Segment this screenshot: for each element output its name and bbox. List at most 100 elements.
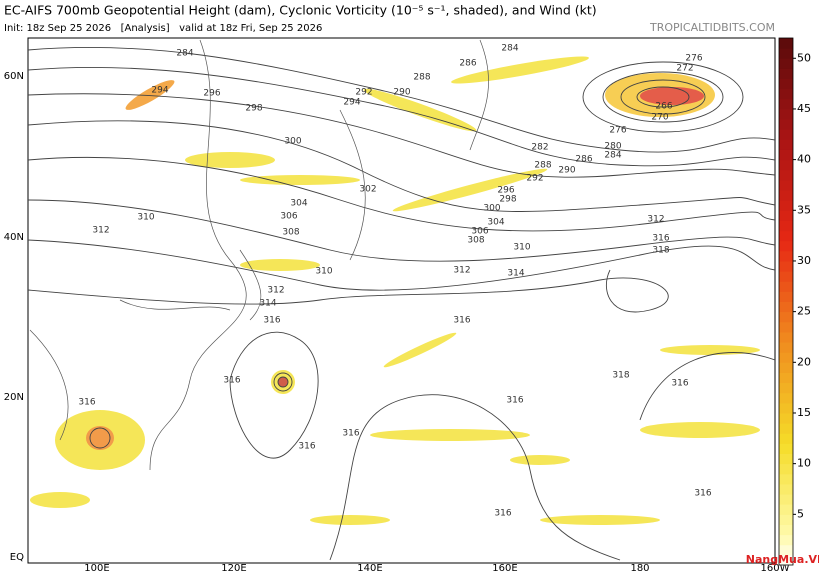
colorbar-step: [779, 392, 793, 404]
colorbar-step: [779, 524, 793, 536]
colorbar-step: [779, 534, 793, 546]
lat-label: 40N: [4, 232, 24, 243]
lon-label: 100E: [84, 563, 109, 573]
contour-label: 310: [513, 243, 530, 253]
colorbar-step: [779, 352, 793, 363]
lon-label: 180: [630, 563, 649, 573]
contour-label: 316: [298, 442, 315, 452]
contour-label: 306: [471, 227, 488, 237]
colorbar-step: [779, 281, 793, 292]
contour-label: 294: [151, 86, 168, 96]
colorbar-step: [779, 311, 793, 323]
lon-label: 160W: [761, 563, 790, 573]
contour-label: 308: [467, 236, 484, 246]
contour-label: 286: [575, 155, 592, 165]
contour-label: 302: [359, 185, 376, 195]
colorbar-step: [779, 423, 793, 434]
colorbar-step: [779, 382, 793, 394]
contour-label: 310: [315, 267, 332, 277]
colorbar-tick-label: 5: [797, 507, 804, 520]
contour-label: 316: [342, 429, 359, 439]
contour-label: 316: [494, 509, 511, 519]
colorbar-step: [779, 240, 793, 252]
contour-label: 290: [393, 88, 410, 98]
colorbar-step: [779, 412, 793, 424]
contour-label: 284: [501, 44, 518, 54]
colorbar-step: [779, 260, 793, 272]
contour-label: 298: [499, 195, 516, 205]
colorbar-step: [779, 504, 793, 515]
colorbar-tick-label: 35: [797, 203, 811, 216]
colorbar-step: [779, 443, 793, 455]
colorbar-step: [779, 78, 793, 90]
map: [27, 37, 776, 564]
colorbar-tick-label: 45: [797, 102, 811, 115]
colorbar-step: [779, 220, 793, 232]
contour-label: 304: [487, 218, 504, 228]
colorbar-tick-label: 50: [797, 51, 811, 64]
colorbar-step: [779, 48, 793, 59]
colorbar-step: [779, 362, 793, 373]
colorbar-frame: [778, 37, 794, 566]
colorbar-step: [779, 321, 793, 333]
colorbar-step: [779, 119, 793, 130]
contour-label: 314: [259, 299, 276, 309]
colorbar-step: [779, 544, 793, 556]
colorbar-step: [779, 139, 793, 150]
colorbar-step: [779, 230, 793, 242]
contour-label: 266: [655, 102, 672, 112]
contour-label: 292: [355, 88, 372, 98]
contour-label: 312: [647, 215, 664, 225]
contour-label: 312: [453, 266, 470, 276]
colorbar-step: [779, 68, 793, 80]
colorbar-step: [779, 372, 793, 384]
colorbar-step: [779, 129, 793, 140]
colorbar-step: [779, 453, 793, 465]
colorbar-step: [779, 38, 793, 49]
watermark: NangMua.VN: [746, 553, 819, 566]
colorbar-step: [779, 190, 793, 201]
contour-label: 316: [78, 398, 95, 408]
colorbar-tick-label: 40: [797, 153, 811, 166]
colorbar-step: [779, 58, 793, 69]
contour-label: 294: [343, 98, 360, 108]
contour-label: 316: [506, 396, 523, 406]
contour-label: 312: [92, 226, 109, 236]
contour-label: 284: [176, 49, 193, 59]
colorbar-step: [779, 169, 793, 181]
colorbar: 5 10 15 20 25 30 35 40 45 50: [778, 37, 811, 566]
colorbar-step: [779, 108, 793, 120]
contour-label: 288: [413, 73, 430, 83]
contour-label: 316: [694, 489, 711, 499]
contour-label: 314: [507, 269, 524, 279]
contour-label: 282: [531, 143, 548, 153]
contour-label: 316: [453, 316, 470, 326]
colorbar-step: [779, 473, 793, 485]
contour-label: 270: [651, 113, 668, 123]
colorbar-step: [779, 301, 793, 313]
colorbar-step: [779, 159, 793, 171]
vorticity-shading: [30, 56, 760, 525]
contour-label: 316: [223, 376, 240, 386]
contour-label: 316: [263, 316, 280, 326]
contour-label: 298: [245, 104, 262, 114]
colorbar-step: [779, 88, 793, 100]
colorbar-step: [779, 433, 793, 444]
contour-label: 304: [290, 199, 307, 209]
colorbar-tick-label: 25: [797, 305, 811, 318]
colorbar-step: [779, 200, 793, 211]
contour-label: 296: [497, 186, 514, 196]
colorbar-step: [779, 149, 793, 161]
colorbar-tick-label: 30: [797, 254, 811, 267]
contour-label: 316: [671, 379, 688, 389]
coastlines: [29, 39, 489, 471]
lat-label: 20N: [4, 392, 24, 403]
contour-label: 288: [534, 161, 551, 171]
colorbar-step: [779, 179, 793, 191]
contour-label: 300: [483, 204, 500, 214]
colorbar-step: [779, 463, 793, 475]
colorbar-step: [779, 291, 793, 302]
colorbar-step: [779, 514, 793, 525]
colorbar-step: [779, 210, 793, 221]
